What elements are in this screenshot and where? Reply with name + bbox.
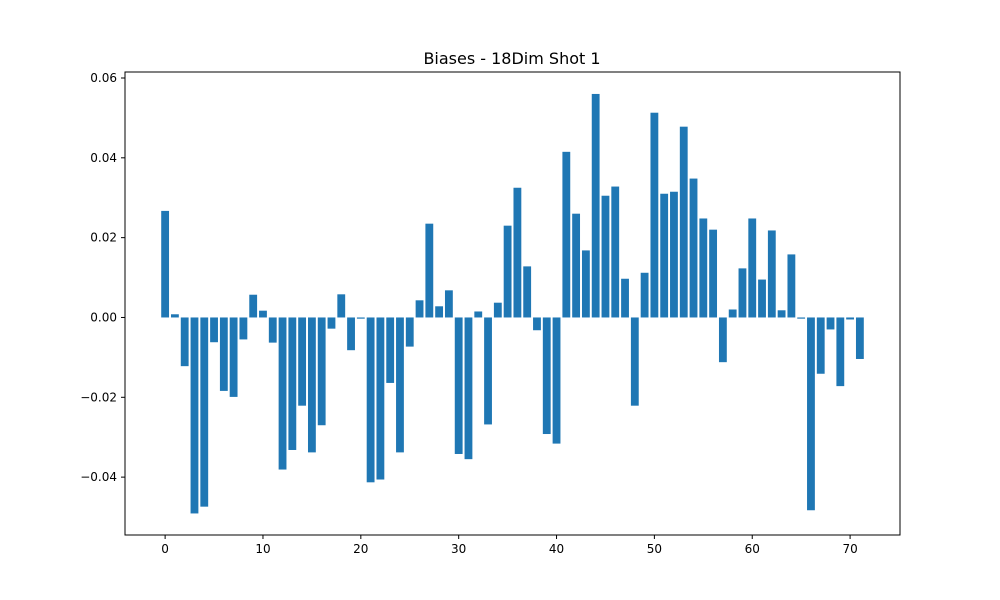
bar [562, 151, 571, 318]
bar [777, 310, 786, 318]
bar [542, 317, 551, 435]
y-axis: −0.04 −0.02 0.00 0.02 0.04 0.06 [80, 71, 125, 484]
bar [464, 317, 473, 460]
bar [170, 314, 179, 318]
bar [190, 317, 199, 514]
bar [435, 306, 444, 318]
bar [307, 317, 316, 453]
bar [239, 317, 248, 340]
bar [748, 218, 757, 318]
bar [161, 210, 170, 318]
bar [200, 317, 209, 507]
bar [337, 294, 346, 318]
bar [513, 187, 522, 318]
bar [347, 317, 355, 351]
plot-frame [124, 71, 901, 536]
bar [836, 317, 845, 387]
bar [767, 230, 776, 318]
bar [454, 317, 463, 454]
bar [709, 229, 718, 318]
bar [699, 218, 708, 318]
bar [405, 317, 414, 347]
bar [503, 225, 512, 318]
bar [386, 317, 395, 383]
bar [846, 317, 855, 320]
bar [229, 317, 238, 397]
bar [533, 317, 541, 331]
bar [807, 317, 815, 511]
bar [376, 317, 385, 480]
bar [758, 279, 766, 318]
y-tick-label: −0.02 [80, 390, 117, 404]
bar [855, 317, 864, 359]
bar [650, 112, 659, 318]
x-tick-label: 60 [745, 542, 760, 556]
bar [640, 272, 649, 318]
bar [611, 186, 620, 318]
bar [660, 193, 669, 318]
bar [415, 300, 424, 318]
y-tick-label: 0.04 [90, 151, 117, 165]
x-tick-label: 20 [353, 542, 368, 556]
bar [581, 250, 590, 318]
x-tick-label: 50 [647, 542, 662, 556]
bar [572, 213, 581, 318]
bar [278, 317, 287, 470]
x-tick-label: 70 [842, 542, 857, 556]
bar [718, 317, 727, 363]
chart-title: Biases - 18Dim Shot 1 [423, 49, 600, 68]
bar [249, 294, 258, 318]
bar [474, 311, 483, 318]
bar [444, 290, 453, 318]
bar [356, 317, 365, 319]
bar [826, 317, 835, 330]
bar [484, 317, 492, 425]
x-tick-label: 30 [451, 542, 466, 556]
bar [317, 317, 326, 426]
bar [298, 317, 307, 406]
bar [816, 317, 825, 374]
bar [396, 317, 404, 453]
x-tick-label: 0 [161, 542, 169, 556]
bar [738, 268, 747, 318]
bar [288, 317, 297, 450]
y-tick-label: 0.00 [90, 310, 117, 324]
bar [787, 254, 796, 318]
bar [797, 317, 806, 319]
x-tick-label: 40 [549, 542, 564, 556]
bar [591, 93, 600, 318]
bar [180, 317, 189, 367]
bar [425, 223, 434, 318]
y-tick-label: −0.04 [80, 470, 117, 484]
bar [366, 317, 375, 483]
x-axis: 0 10 20 30 40 50 60 70 [161, 535, 858, 556]
bar [268, 317, 277, 343]
bar [552, 317, 561, 444]
bar [219, 317, 228, 391]
bar [689, 178, 698, 318]
y-tick-label: 0.02 [90, 231, 117, 245]
x-tick-label: 10 [255, 542, 270, 556]
bar [493, 302, 502, 318]
bar [601, 195, 610, 318]
bar [670, 191, 678, 318]
bar [630, 317, 639, 406]
bar [523, 266, 532, 318]
bar [621, 278, 629, 318]
bar [728, 309, 737, 318]
bars-group [161, 93, 864, 514]
bar [259, 310, 267, 318]
bar [679, 126, 688, 318]
bar [327, 317, 336, 329]
y-tick-label: 0.06 [90, 71, 117, 85]
bar [210, 317, 218, 343]
